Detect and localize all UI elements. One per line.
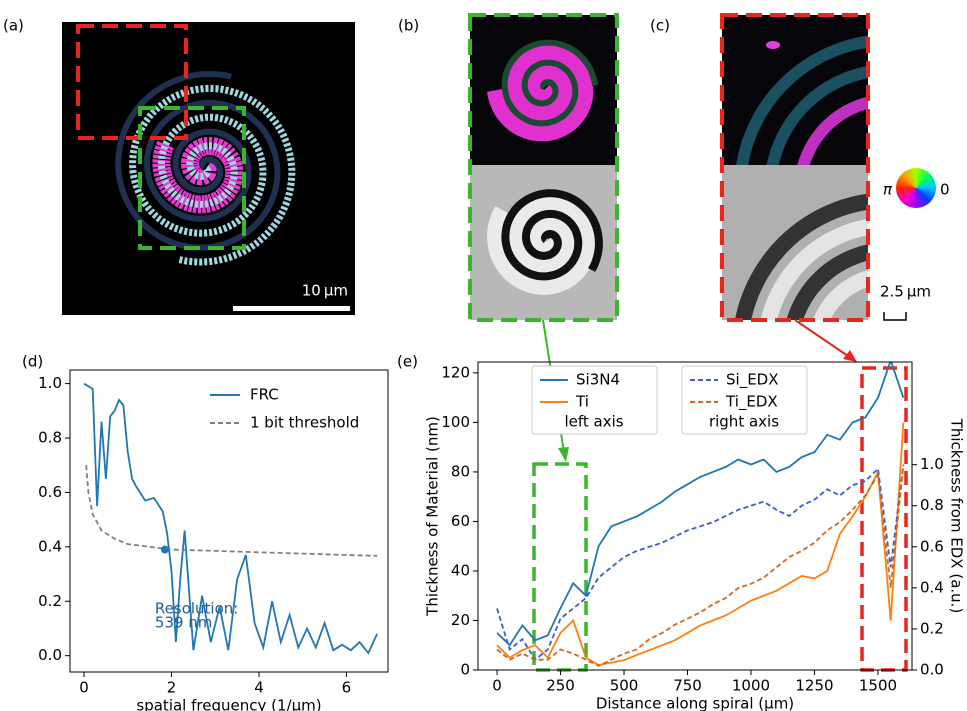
- wheel-label: 0: [940, 181, 950, 199]
- arrow-head: [843, 350, 857, 362]
- x-tick-label: 6: [342, 679, 352, 697]
- axes-frame: [477, 361, 913, 671]
- y-tick-label: 0.2: [38, 592, 62, 610]
- spiral-arm: [115, 70, 281, 251]
- series-line: [496, 464, 905, 662]
- x-tick-label: 1250: [795, 677, 833, 695]
- x-tick-label: 750: [673, 677, 702, 695]
- legend-label: 1 bit threshold: [250, 414, 359, 432]
- plot-area: [496, 362, 905, 667]
- legend-label: Si3N4: [576, 371, 620, 389]
- arrow-red: [794, 319, 849, 357]
- x-tick-label: 0: [492, 677, 502, 695]
- spiral-c-top: [736, 35, 868, 165]
- spiral-arm: [501, 189, 603, 281]
- y-tick-label: 0.4: [38, 537, 62, 555]
- x-tick-label: 1000: [732, 677, 770, 695]
- x-tick-label: 0: [79, 679, 89, 697]
- scale-label: 2.5 μm: [880, 283, 931, 301]
- panel-label: (d): [22, 353, 43, 371]
- scale-label: 10 μm: [302, 282, 348, 300]
- scale-bar: [233, 306, 350, 311]
- y-tick-label: 80: [451, 462, 470, 480]
- y-tick-label: 1.0: [38, 374, 62, 392]
- series-line: [496, 362, 905, 647]
- x-tick-label: 500: [610, 677, 639, 695]
- frame-b: [468, 13, 619, 322]
- panel-label: (b): [398, 17, 419, 35]
- spiral-arm: [487, 195, 597, 295]
- spiral-arm: [501, 39, 599, 127]
- marker: [160, 545, 169, 554]
- y-tick-label: 0.8: [38, 429, 62, 447]
- y2-tick-label: 0.0: [920, 661, 944, 679]
- legend-label: Ti: [575, 393, 589, 411]
- y-axis-label: Thickness of Material (nm): [424, 416, 442, 617]
- x-axis-label: spatial frequency (1/μm): [136, 697, 321, 711]
- legend-label: Si_EDX: [726, 371, 779, 390]
- spiral-c: [734, 35, 868, 320]
- panel-label: (c): [650, 17, 670, 35]
- x-tick-label: 250: [546, 677, 575, 695]
- roi-green: [138, 106, 246, 250]
- scale-bar-c: [883, 312, 907, 321]
- series-line: [83, 382, 378, 655]
- wheel-label: π: [883, 181, 893, 199]
- frame-c: [720, 13, 870, 322]
- annotation: Resolution:: [155, 600, 238, 618]
- arrow-head: [558, 447, 569, 462]
- roi-green-e: [532, 462, 588, 672]
- y-tick-label: 100: [441, 413, 470, 431]
- y-tick-label: 0.0: [38, 646, 62, 664]
- x-tick-label: 4: [254, 679, 264, 697]
- y2-axis-label: Thickness from EDX (a.u.): [948, 418, 966, 614]
- blob: [766, 41, 780, 49]
- legend-box: [681, 365, 808, 435]
- legend-label: FRC: [250, 386, 279, 404]
- y-tick-label: 0.6: [38, 483, 62, 501]
- x-tick-label: 1500: [859, 677, 897, 695]
- ring: [786, 244, 868, 320]
- spiral-b-bottom: [487, 189, 603, 295]
- y2-tick-label: 0.4: [920, 578, 944, 596]
- y2-tick-label: 0.2: [920, 619, 944, 637]
- legend-label: Ti_EDX: [725, 393, 778, 412]
- plot-area: [83, 382, 378, 655]
- y-tick-label: 40: [451, 561, 470, 579]
- y-tick-label: 0: [460, 661, 470, 679]
- y-tick-label: 20: [451, 611, 470, 629]
- x-axis-label: Distance along spiral (μm): [596, 695, 794, 711]
- spiral-arm: [129, 84, 296, 266]
- series-line: [496, 464, 905, 667]
- spiral-arm: [487, 44, 594, 142]
- y-tick-label: 60: [451, 512, 470, 530]
- y2-tick-label: 0.6: [920, 537, 944, 555]
- panel-label: (e): [397, 353, 418, 371]
- axes-frame: [69, 369, 389, 673]
- y-tick-label: 120: [441, 363, 470, 381]
- y2-tick-label: 0.8: [920, 496, 944, 514]
- legend-note: left axis: [564, 413, 623, 431]
- spiral-b: [487, 39, 603, 295]
- panel-label: (a): [3, 17, 24, 35]
- roi-red: [76, 24, 188, 140]
- spiral-a: [115, 70, 296, 266]
- legend-box: [531, 365, 658, 435]
- spiral-b-top: [487, 39, 599, 142]
- y2-tick-label: 1.0: [920, 455, 944, 473]
- x-tick-label: 2: [167, 679, 177, 697]
- legend-note: right axis: [709, 413, 779, 431]
- series-line: [496, 422, 905, 666]
- phase-wheel: [896, 168, 936, 208]
- series-line: [85, 465, 378, 557]
- annotation: 539 nm: [155, 614, 213, 632]
